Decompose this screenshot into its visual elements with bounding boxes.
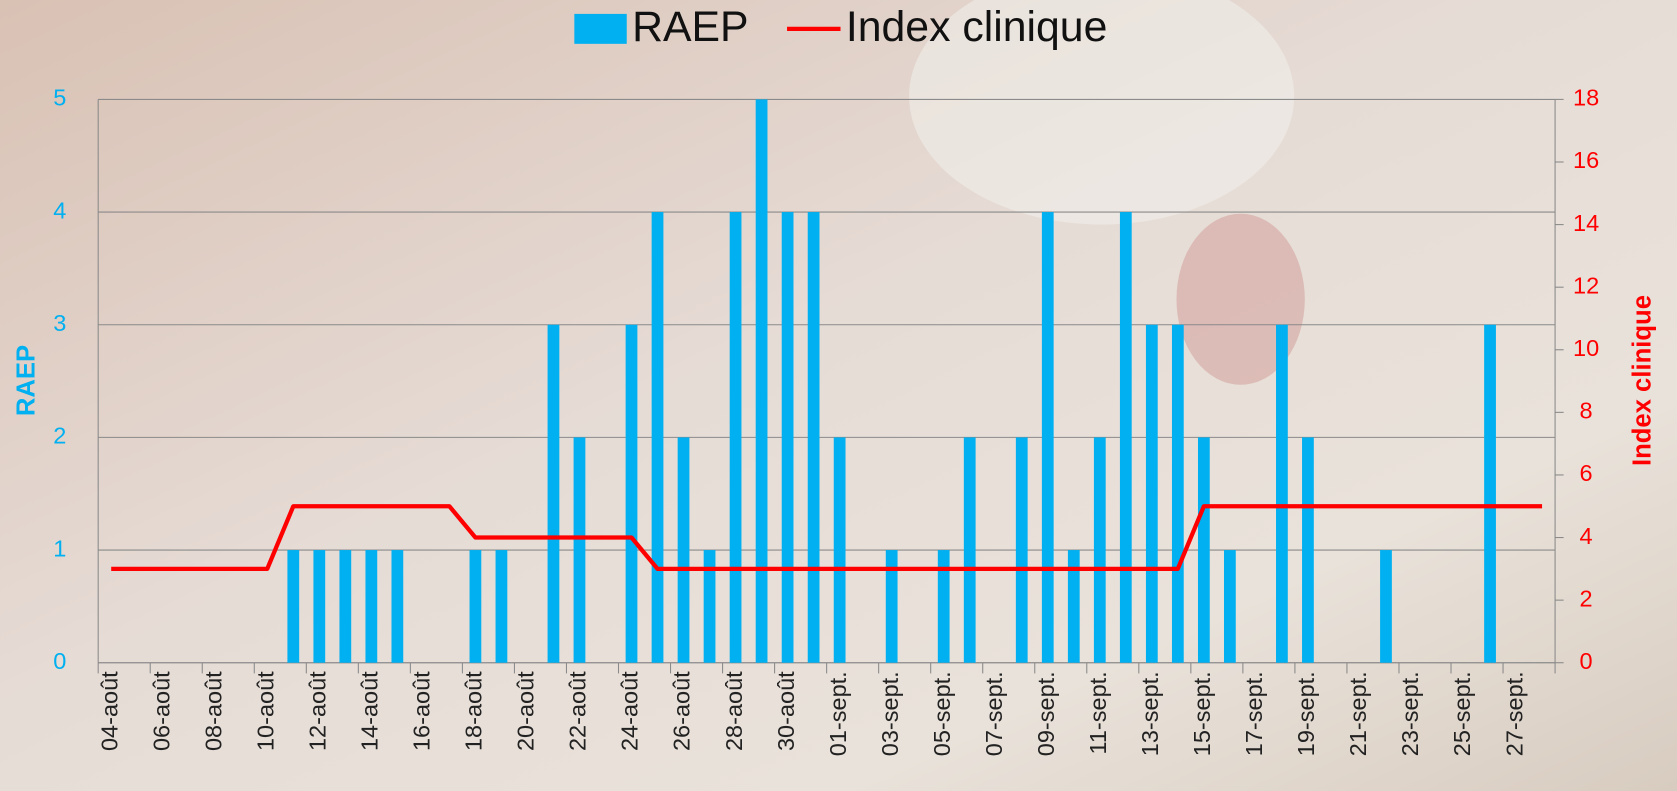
bar	[287, 550, 300, 663]
y2-axis-title: Index clinique	[1629, 295, 1657, 466]
bar	[1380, 550, 1392, 663]
bar	[963, 437, 976, 663]
x-tick-label: 30-août	[773, 671, 799, 751]
bar	[781, 212, 794, 663]
x-tick-label: 05-sept.	[929, 671, 955, 756]
bar	[1197, 437, 1210, 663]
x-tick-label: 14-août	[357, 671, 383, 751]
x-tick-label: 11-sept.	[1085, 671, 1111, 754]
bar	[573, 437, 586, 663]
bar	[625, 324, 638, 663]
y2-tick-label: 14	[1573, 210, 1599, 236]
x-tick-label: 21-sept.	[1345, 671, 1371, 756]
bar	[469, 550, 482, 663]
y-tick-label: 0	[53, 648, 66, 674]
bar	[677, 437, 690, 663]
x-tick-label: 13-sept.	[1137, 671, 1163, 756]
x-tick-label: 27-sept.	[1501, 671, 1527, 756]
bar	[833, 437, 846, 663]
y2-tick-label: 2	[1580, 585, 1593, 611]
bar	[365, 550, 378, 663]
y2-tick-label: 10	[1573, 335, 1599, 361]
bar	[729, 212, 742, 663]
line	[111, 504, 1543, 571]
x-tick-label: 15-sept.	[1189, 671, 1215, 756]
x-tick-label: 09-sept.	[1033, 671, 1059, 756]
y-axis-title: RAEP	[13, 345, 41, 416]
bar	[651, 212, 664, 663]
x-tick-label: 22-août	[565, 671, 591, 751]
legend-label: Index clinique	[846, 3, 1108, 51]
bar	[703, 550, 716, 663]
bar	[1302, 437, 1314, 663]
bar	[1041, 212, 1054, 663]
x-tick-label: 07-sept.	[981, 671, 1007, 756]
y2-tick-label: 8	[1580, 398, 1593, 424]
bar	[391, 550, 404, 663]
bar	[937, 550, 950, 663]
x-tick-label: 28-août	[721, 671, 747, 751]
x-tick-label: 16-août	[409, 671, 435, 751]
bar	[1223, 550, 1236, 663]
y2-tick-label: 6	[1580, 460, 1593, 486]
x-tick-label: 19-sept.	[1293, 671, 1319, 756]
y-tick-label: 3	[53, 310, 66, 336]
y-tick-label: 4	[53, 197, 66, 223]
x-tick-label: 06-août	[148, 671, 174, 751]
background-shape	[1176, 213, 1305, 385]
x-tick-label: 01-sept.	[825, 671, 851, 756]
bar	[1093, 437, 1106, 663]
x-tick-label: 25-sept.	[1449, 671, 1475, 756]
x-tick-label: 23-sept.	[1397, 671, 1423, 756]
bar	[495, 550, 508, 663]
x-tick-label: 17-sept.	[1241, 671, 1267, 756]
bar	[1015, 437, 1028, 663]
background-shape	[909, 0, 1295, 225]
bar	[1119, 212, 1132, 663]
x-tick-label: 18-août	[461, 671, 487, 751]
bar	[1276, 324, 1288, 663]
bar	[547, 324, 560, 663]
x-tick-label: 20-août	[513, 671, 539, 751]
y2-tick-label: 18	[1573, 85, 1599, 111]
y2-tick-label: 4	[1580, 523, 1593, 549]
y-tick-label: 5	[53, 85, 66, 111]
bar	[755, 99, 768, 663]
bar	[339, 550, 352, 663]
x-tick-label: 24-août	[617, 671, 643, 751]
bar	[1067, 550, 1080, 663]
y-tick-label: 2	[53, 423, 66, 449]
x-tick-label: 08-août	[200, 671, 226, 751]
y-tick-label: 1	[53, 535, 66, 561]
bar	[807, 212, 820, 663]
x-tick-label: 04-août	[96, 671, 122, 751]
bar	[313, 550, 326, 663]
bar	[1171, 324, 1184, 663]
bar	[1145, 324, 1158, 663]
legend-swatch	[574, 13, 627, 44]
y2-tick-label: 12	[1573, 272, 1599, 298]
x-tick-label: 12-août	[305, 671, 331, 751]
x-tick-label: 10-août	[252, 671, 278, 751]
bar	[885, 550, 898, 663]
x-tick-label: 26-août	[669, 671, 695, 751]
x-tick-label: 03-sept.	[877, 671, 903, 756]
legend-label: RAEP	[632, 3, 748, 51]
y2-tick-label: 0	[1580, 648, 1593, 674]
y2-tick-label: 16	[1573, 147, 1599, 173]
bar	[1484, 324, 1496, 663]
